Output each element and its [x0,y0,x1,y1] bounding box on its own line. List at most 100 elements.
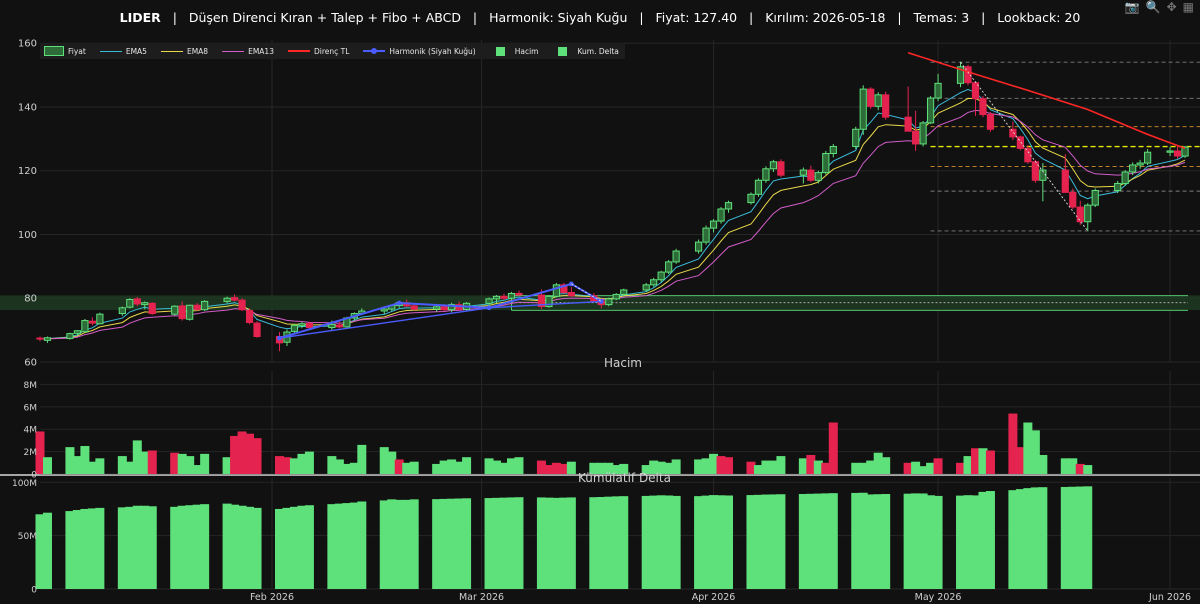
delta-bar [1030,487,1040,589]
zoom-icon[interactable]: 🔍 [1145,0,1161,14]
volume-bar [873,452,883,474]
legend-item-ema13[interactable]: EMA13 [222,47,274,56]
candle-body [1061,169,1069,193]
candle-body [1076,206,1084,223]
candle-body [126,299,134,308]
candle-body [507,292,516,299]
legend-item-harmonic[interactable]: Harmonik (Siyah Kuğu) [363,46,476,56]
candle-body [919,122,927,145]
candle-body [560,284,568,293]
volume-bar [559,463,569,474]
harmonic-point [486,305,492,311]
camera-icon[interactable]: 📷 [1124,0,1140,14]
delta-bar [1038,487,1048,589]
candle-body [238,299,246,311]
autoscale-icon[interactable]: ▦ [1182,0,1194,14]
delta-bar [274,508,284,589]
candle-body [448,304,456,311]
delta-bar [544,497,554,589]
delta-bar [858,492,868,589]
delta-bar [701,495,711,589]
ema13-line [39,109,1186,340]
delta-bar [926,495,936,589]
line-swatch-icon [160,50,183,52]
candle-body [305,322,314,329]
delta-bar [170,506,180,589]
delta-bar [724,495,734,589]
ema8-line [39,97,1186,340]
volume-bar [768,460,778,474]
candle-body [1173,150,1182,157]
volume-bar [753,465,763,474]
volume-bar [1015,447,1025,474]
volume-bar [222,457,232,474]
candle-body [1144,151,1152,164]
volume-bar [813,460,823,474]
delta-bar [589,497,599,589]
harmonic-line [488,300,602,309]
legend-item-volume[interactable]: Hacim [490,46,538,56]
volume-bar [933,458,943,474]
volume-bar [1030,430,1040,474]
candle-body [515,292,523,296]
volume-bar [776,456,786,474]
legend-item-ema8[interactable]: EMA8 [160,46,209,56]
candle-body [537,294,546,308]
legend-item-resistance[interactable]: Direnç TL [287,47,349,56]
volume-bar [1075,463,1085,474]
delta-bar [42,512,52,589]
candle-swatch-icon [44,46,64,56]
volume-bar [192,465,202,474]
legend-item-ema5[interactable]: EMA5 [99,47,147,56]
legend-item-delta[interactable]: Kum. Delta [552,46,619,56]
delta-bar [402,499,412,589]
date-tick-label: Feb 2026 [250,592,294,603]
volume-bar [72,456,82,474]
volume-tick-label: 8M [24,381,38,391]
candle-body [867,88,875,107]
candle-body [956,66,965,84]
volume-bar [589,462,599,474]
candle-body [964,66,972,84]
candle-body [230,297,239,301]
candle-body [702,227,710,243]
delta-tick-label: 100M [12,479,37,489]
delta-bar [237,505,247,589]
candle-body [43,337,52,341]
volume-bar [536,460,546,474]
candle-body [193,304,201,310]
delta-bar [87,508,97,589]
volume-bar [432,463,442,474]
delta-bar [1023,488,1033,589]
delta-bar [454,498,464,589]
volume-bar [35,431,45,474]
delta-bar [806,493,816,589]
volume-bar [237,431,247,474]
volume-bar [596,462,606,474]
candle-body [694,241,703,252]
volume-bar [746,461,756,474]
candle-body [882,94,890,118]
delta-bar [499,497,509,589]
line-marker-swatch-icon [363,48,386,54]
legend-item-price[interactable]: Fiyat [44,46,86,56]
legend-label: EMA8 [186,46,209,56]
volume-bar [304,451,314,474]
price-label: Fiyat: 127.40 [655,10,738,25]
delta-bar [200,504,210,589]
legend-label: Harmonik (Siyah Kuğu) [389,46,476,56]
delta-bar [192,504,202,589]
delta-bar [230,504,240,589]
candle-body [567,291,575,297]
candle-body [1129,164,1137,173]
strategy-label: Düşen Direnci Kıran + Talep + Fibo + ABC… [188,10,461,25]
delta-bar [447,498,457,589]
volume-bar [402,462,412,474]
delta-bar [866,494,876,589]
price-tick-label: 60 [24,358,37,369]
line-swatch-icon [222,50,245,52]
delta-bar [911,493,921,589]
delta-bar [1060,486,1070,589]
pan-icon[interactable]: ✥ [1166,0,1177,14]
candle-body [171,305,179,315]
